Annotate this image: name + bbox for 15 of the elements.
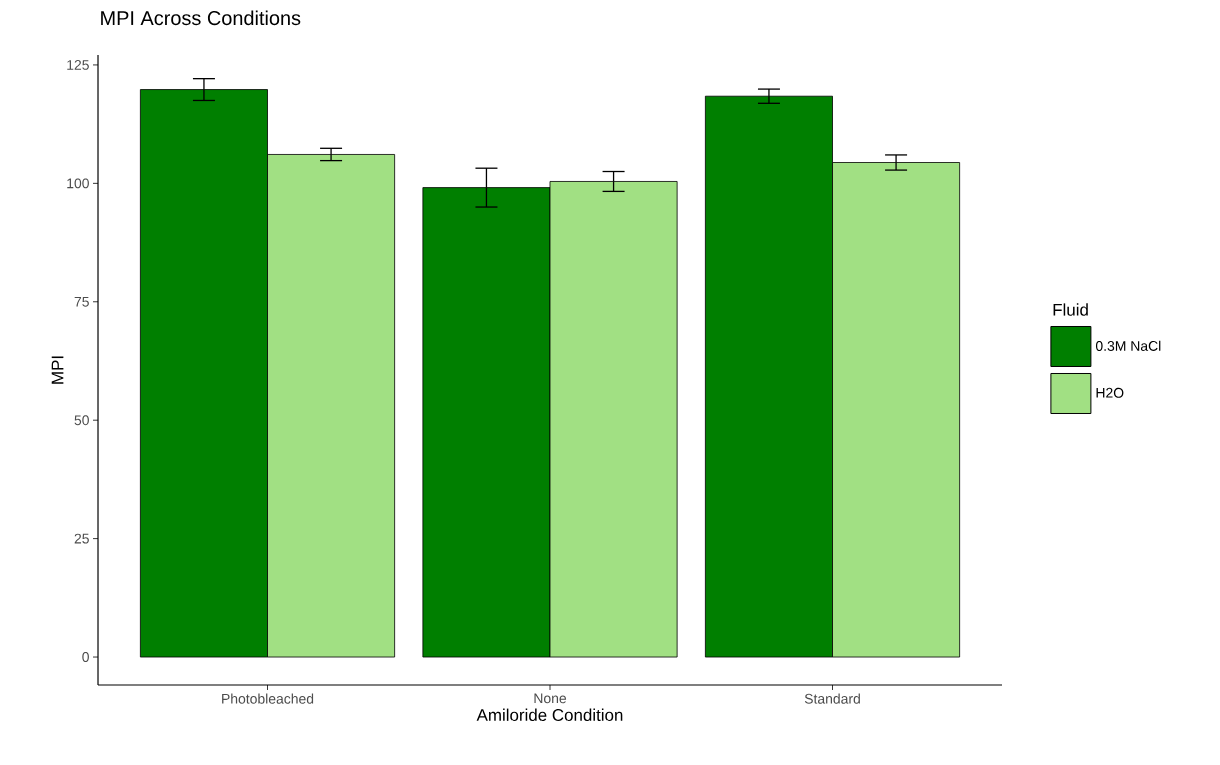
y-tick-label: 75 (74, 296, 89, 307)
x-tick-label: Photobleached (222, 693, 314, 704)
text: 0.3M NaCl (1095, 340, 1161, 351)
x-tick-label: None (534, 693, 567, 704)
y-tick-label: 25 (74, 533, 89, 544)
y-tick-label: 0 (82, 652, 89, 662)
text: H2O (1096, 387, 1124, 398)
x-axis-title: Amiloride Condition (476, 708, 623, 722)
y-tick-label: 100 (67, 178, 89, 189)
x-tick-label: Standard (804, 693, 860, 704)
y-axis-title: MPI (51, 356, 64, 384)
y-tick-label: 125 (67, 59, 89, 70)
legend-title: Fluid (1053, 303, 1088, 316)
chart-title: MPI Across Conditions (101, 10, 301, 26)
y-tick-label: 50 (74, 415, 89, 426)
